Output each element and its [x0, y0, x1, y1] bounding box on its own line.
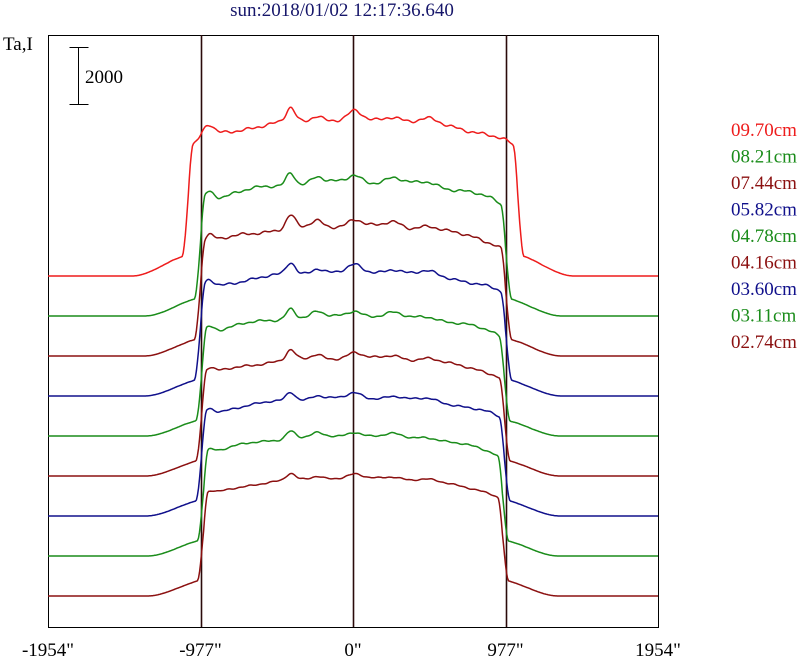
series-line-05.82cm	[48, 262, 658, 397]
legend-entry-07.44cm: 07.44cm	[731, 173, 797, 194]
series-line-08.21cm	[48, 172, 658, 317]
legend-entry-09.70cm: 09.70cm	[731, 120, 797, 141]
series-line-02.74cm	[48, 472, 658, 597]
x-tick-label-4: 1954"	[635, 640, 681, 661]
x-tick-label-2: 0"	[344, 640, 361, 661]
x-tick-label-layer: -1954" -977" 0" 977" 1954"	[22, 640, 681, 661]
series-line-04.78cm	[48, 307, 658, 437]
plot-layer	[48, 35, 659, 628]
legend-entry-02.74cm: 02.74cm	[731, 332, 797, 353]
legend-entry-08.21cm: 08.21cm	[731, 147, 797, 168]
x-tick-label-3: 977"	[487, 640, 523, 661]
y-axis-label: Ta,I	[3, 34, 33, 55]
scale-bar-label: 2000	[85, 67, 123, 88]
legend-entry-04.16cm: 04.16cm	[731, 253, 797, 274]
x-tick-label-1: -977"	[179, 640, 222, 661]
legend-entry-04.78cm: 04.78cm	[731, 226, 797, 247]
series-line-03.11cm	[48, 430, 658, 557]
series-line-04.16cm	[48, 348, 658, 477]
series-layer	[48, 106, 658, 597]
legend-entry-03.11cm: 03.11cm	[731, 306, 796, 327]
series-line-09.70cm	[48, 106, 658, 277]
series-line-07.44cm	[48, 214, 658, 357]
legend-entry-05.82cm: 05.82cm	[731, 200, 797, 221]
series-line-03.60cm	[48, 391, 658, 517]
chart-title: sun:2018/01/02 12:17:36.640	[230, 0, 454, 21]
text-layer: sun:2018/01/02 12:17:36.640 Ta,I 2000	[3, 0, 454, 88]
x-tick-label-0: -1954"	[22, 640, 74, 661]
legend-entry-03.60cm: 03.60cm	[731, 279, 797, 300]
legend-layer: 09.70cm 08.21cm 07.44cm 05.82cm 04.78cm 04.16…	[731, 120, 797, 353]
